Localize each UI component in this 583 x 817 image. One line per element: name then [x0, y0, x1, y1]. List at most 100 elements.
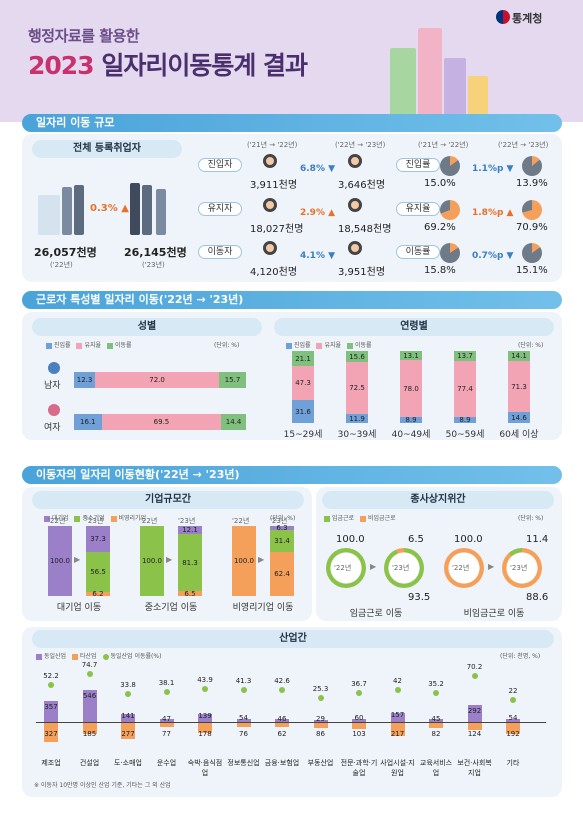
- industry-same-value-0: 357: [44, 703, 58, 712]
- size-to-bar-0-2: [86, 591, 110, 596]
- size-from-label-1: 100.0: [141, 557, 163, 565]
- gender-bar-label-0-0: 12.3: [76, 376, 93, 384]
- worker-face-b-0: [348, 154, 362, 168]
- industry-same-bar-9: [390, 712, 405, 722]
- industry-name-5: 정보통신업: [227, 759, 260, 767]
- industry-same-value-10: 45: [431, 714, 441, 723]
- industry-rate-dot-11: [471, 672, 478, 679]
- registered-22-value: 26,057천명: [34, 246, 97, 259]
- section-characteristics-title: 근로자 특성별 일자리 이동('22년 → '23년): [36, 293, 244, 306]
- age-bar-label-0-2: 21.1: [295, 354, 311, 363]
- industry-other-bar-11: [467, 723, 482, 731]
- firm-size-unit: (단위: %): [270, 515, 296, 522]
- industry-same-bar-12: [506, 718, 520, 722]
- industry-rate-value-5: 41.3: [235, 677, 252, 686]
- industry-other-value-7: 86: [316, 730, 325, 738]
- status-from-label-1: 100.0: [454, 534, 483, 545]
- age-bar-3-0: [454, 416, 476, 423]
- period-b-label: ('22년 → '23년): [335, 141, 386, 149]
- size-to-label-1-0: 12.1: [182, 526, 198, 535]
- industry-unit: (단위: 천명, %): [500, 653, 541, 660]
- size-y22-0: '22년: [48, 517, 66, 525]
- size-name-0: 대기업 이동: [56, 603, 102, 613]
- size-y23-1: '23년: [178, 517, 196, 525]
- status-arrow-0: ▶: [370, 562, 377, 571]
- gender-bar-0-2: [218, 372, 246, 388]
- industry-same-bar-1: [82, 690, 97, 722]
- age-label-0: 15~29세: [283, 430, 323, 440]
- legend-retention-rate: 유지율: [84, 342, 102, 349]
- industry-name-0: 제조업: [41, 759, 61, 767]
- industry-same-value-2: 141: [121, 711, 135, 720]
- section-movement-scale-title: 일자리 이동 규모: [36, 116, 115, 129]
- industry-same-value-6: 46: [277, 714, 287, 723]
- worker-face-b-1: [348, 198, 362, 212]
- registered-workers-label: 전체 등록취업자: [32, 140, 182, 158]
- status-from-year-1: '22년: [452, 564, 470, 572]
- age-bar-label-2-0: 8.9: [405, 415, 417, 424]
- industry-same-value-7: 29: [316, 715, 325, 724]
- status-bottom-label-0: 93.5: [408, 592, 431, 603]
- industry-other-value-0: 327: [44, 730, 58, 738]
- size-name-1: 중소기업 이동: [144, 603, 198, 613]
- industry-same-value-5: 54: [239, 714, 248, 723]
- gender-bar-1-2: [221, 414, 246, 430]
- industry-same-bar-3: [159, 719, 174, 722]
- rate-change-0: 1.1%p ▼: [472, 164, 514, 174]
- rate-change-2: 0.7%p ▼: [472, 251, 514, 261]
- age-title: 연령별: [274, 318, 554, 336]
- size-from-bar-2: [232, 526, 256, 596]
- status-from-label-0: 100.0: [336, 534, 365, 545]
- industry-name-2: 도·소매업: [114, 759, 142, 767]
- header-subtitle: 행정자료를 활용한: [28, 27, 140, 45]
- worker-face-b-2: [348, 241, 362, 255]
- gender-bar-1-1: [101, 414, 222, 430]
- industry-same-bar-8: [352, 718, 366, 722]
- industry-axis: [36, 722, 546, 723]
- industry-same-bar-5: [236, 718, 251, 722]
- rate-period-a-label: ('21년 → '22년): [418, 141, 469, 149]
- worker-face-a-2: [263, 241, 277, 255]
- size-y23-2: '23년: [270, 517, 288, 525]
- industry-same-value-4: 139: [198, 711, 212, 720]
- industry-name-4: 숙박·음식점업: [187, 759, 223, 777]
- rate-pie-b-0: [522, 156, 542, 176]
- age-bar-label-4-0: 14.6: [511, 413, 527, 422]
- size-to-label-1-2: 6.5: [184, 589, 196, 598]
- legend-same-industry-rate: 동일산업 이동률(%): [110, 653, 162, 660]
- section-characteristics-bar: 근로자 특성별 일자리 이동('22년 → '23년): [22, 291, 562, 309]
- status-from-donut-1: [444, 548, 484, 588]
- row-value-b-2: 3,951천명: [338, 267, 386, 278]
- status-legend: 임금근로 비임금근로: [324, 513, 396, 522]
- age-bar-label-2-2: 13.1: [403, 351, 419, 360]
- rate-value-a-1: 69.2%: [424, 222, 456, 233]
- age-bar-label-3-0: 8.9: [459, 415, 471, 424]
- industry-rate-dot-5: [240, 687, 247, 694]
- age-bar-2-0: [400, 416, 422, 423]
- industry-same-bar-2: [121, 713, 135, 722]
- age-unit: (단위: %): [518, 342, 544, 349]
- section-movement-scale-bar: 일자리 이동 규모: [22, 114, 562, 132]
- age-legend-mobility-rate: 이동률: [354, 342, 372, 349]
- rate-pie-a-1: [440, 200, 460, 220]
- gender-bar-label-1-2: 14.4: [225, 418, 242, 426]
- gender-bar-0-0: [74, 372, 96, 388]
- gender-label-1: 여자: [44, 423, 61, 433]
- rate-value-b-0: 13.9%: [516, 178, 548, 189]
- gender-icon-0: [48, 362, 60, 374]
- industry-rate-value-4: 43.9: [197, 676, 213, 685]
- row-value-a-0: 3,911천명: [250, 180, 298, 191]
- row-tag-2: 이동자: [198, 245, 242, 259]
- size-to-bar-1-2: [178, 591, 202, 596]
- industry-rate-value-7: 25.3: [312, 685, 329, 694]
- industry-other-value-2: 277: [121, 730, 135, 738]
- size-from-bar-1: [140, 526, 164, 596]
- industry-name-1: 건설업: [79, 759, 100, 767]
- industry-other-bar-0: [44, 723, 58, 742]
- gender-icon-1: [48, 404, 60, 416]
- industry-other-bar-2: [121, 723, 135, 740]
- industry-other-value-4: 178: [198, 730, 212, 738]
- industry-same-bar-10: [429, 719, 443, 722]
- age-bar-label-3-2: 13.7: [457, 351, 473, 360]
- row-value-b-0: 3,646천명: [338, 180, 386, 191]
